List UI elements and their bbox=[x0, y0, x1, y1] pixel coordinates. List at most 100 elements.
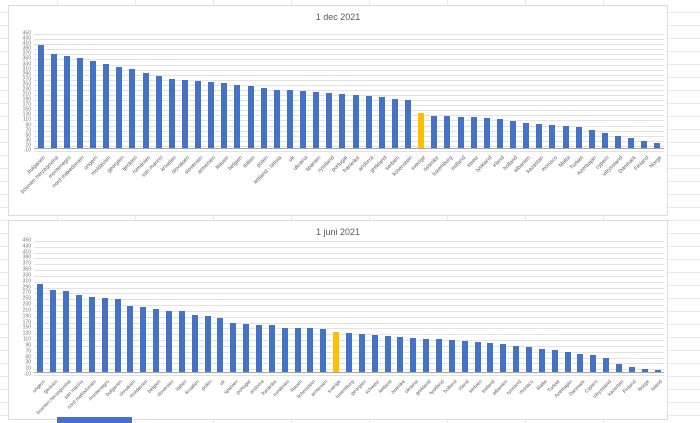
bar-armenien[interactable] bbox=[320, 328, 327, 373]
bar-slovenien[interactable] bbox=[166, 310, 172, 373]
bar-lettland-lattvia[interactable] bbox=[273, 89, 280, 149]
bar-tjeckien[interactable] bbox=[50, 290, 57, 373]
bar-Cypern[interactable] bbox=[590, 355, 597, 373]
bar-grekland[interactable] bbox=[378, 97, 385, 149]
bar-ungern[interactable] bbox=[37, 283, 44, 373]
bar-slovenien[interactable] bbox=[195, 81, 202, 149]
bar-Norge[interactable] bbox=[641, 368, 648, 373]
bar-ungern[interactable] bbox=[90, 60, 97, 149]
bar-albanien[interactable] bbox=[500, 344, 507, 373]
bar-holland[interactable] bbox=[510, 121, 517, 149]
bar-bosnien-herzegovina[interactable] bbox=[63, 291, 70, 373]
bar-holland[interactable] bbox=[448, 340, 455, 373]
bar-rumänien[interactable] bbox=[281, 327, 288, 373]
bar-georgien[interactable] bbox=[358, 334, 365, 373]
bar-uk[interactable] bbox=[217, 318, 224, 373]
bar-nord-makedonien[interactable] bbox=[88, 296, 95, 373]
bar-lichenstein[interactable] bbox=[405, 100, 412, 149]
bar-serbien[interactable] bbox=[474, 341, 481, 373]
bar-belgien[interactable] bbox=[234, 84, 241, 149]
bar-tyskland[interactable] bbox=[483, 117, 490, 149]
bar-Norge[interactable] bbox=[654, 143, 661, 149]
bar-kroatien[interactable] bbox=[168, 79, 175, 149]
bar-moldavien[interactable] bbox=[103, 63, 110, 149]
bar-Danmark[interactable] bbox=[577, 353, 584, 373]
bar-kazastan[interactable] bbox=[616, 363, 622, 373]
bar-ryssland[interactable] bbox=[326, 93, 333, 149]
bar-schweiz[interactable] bbox=[371, 334, 378, 373]
bar-österike[interactable] bbox=[397, 336, 404, 373]
bar-luxemburg[interactable] bbox=[444, 116, 451, 149]
bar-montenegro[interactable] bbox=[101, 298, 108, 373]
bar-albanien[interactable] bbox=[523, 122, 530, 149]
bar-Malta[interactable] bbox=[538, 348, 545, 373]
bar-estland[interactable] bbox=[457, 116, 464, 149]
bar-Turkiet[interactable] bbox=[551, 350, 558, 373]
bar-estland[interactable] bbox=[487, 342, 494, 373]
bar-polen[interactable] bbox=[204, 315, 211, 373]
bar-san-marino[interactable] bbox=[76, 295, 82, 373]
bar-uk[interactable] bbox=[286, 90, 293, 149]
chart-dec-2021[interactable]: 1 dec 2021 450 430 410 390 370 350 330 310 290 27… bbox=[8, 5, 668, 216]
bar-portugal[interactable] bbox=[339, 93, 346, 149]
bar-andorra[interactable] bbox=[365, 95, 372, 149]
bar-tjeckien[interactable] bbox=[129, 69, 136, 149]
bar-cypern[interactable] bbox=[601, 133, 608, 149]
bar-österike[interactable] bbox=[431, 116, 438, 149]
bar-bulgarien[interactable] bbox=[37, 45, 44, 149]
bar-monaco[interactable] bbox=[526, 347, 532, 373]
bar-slovakien[interactable] bbox=[181, 80, 188, 149]
bar-bosnien-herzegovina[interactable] bbox=[50, 53, 57, 149]
bar-monaco[interactable] bbox=[549, 124, 556, 149]
bar-Azerbajan[interactable] bbox=[564, 351, 571, 373]
bar-sverige[interactable] bbox=[333, 331, 340, 373]
bar-Turkiet[interactable] bbox=[575, 127, 582, 149]
bar-irland[interactable] bbox=[461, 340, 468, 373]
bar-serbien[interactable] bbox=[391, 98, 398, 149]
bar-kazastan[interactable] bbox=[536, 123, 543, 149]
bar-polen[interactable] bbox=[260, 88, 267, 149]
bar-ukraina[interactable] bbox=[300, 91, 307, 149]
bar-lettland[interactable] bbox=[384, 335, 391, 373]
bar-italien[interactable] bbox=[178, 311, 185, 373]
bar-Danmark[interactable] bbox=[628, 138, 635, 149]
bar-armenien[interactable] bbox=[208, 81, 215, 149]
bar-montenegro[interactable] bbox=[63, 56, 70, 149]
bar-spanien[interactable] bbox=[313, 92, 320, 149]
bar-litauen[interactable] bbox=[221, 83, 228, 149]
bar-ukraina[interactable] bbox=[410, 337, 417, 373]
bar-san-marino[interactable] bbox=[155, 76, 162, 149]
bar-ryssland[interactable] bbox=[513, 345, 520, 373]
bar-sweiz[interactable] bbox=[470, 117, 477, 149]
bar-italien[interactable] bbox=[247, 86, 254, 149]
bar-Azerbajan[interactable] bbox=[588, 130, 595, 149]
bar-vitryssland[interactable] bbox=[615, 135, 622, 149]
bar-frankrike[interactable] bbox=[352, 94, 359, 149]
bar-Finland[interactable] bbox=[628, 366, 635, 373]
bar-irland[interactable] bbox=[496, 118, 503, 149]
bar-belgien[interactable] bbox=[153, 309, 160, 373]
bar-frankrike[interactable] bbox=[268, 325, 275, 373]
gridline bbox=[34, 69, 664, 71]
bar-nord-makedonien[interactable] bbox=[76, 58, 83, 149]
bar-luxemburg[interactable] bbox=[346, 333, 352, 373]
bar-Island[interactable] bbox=[654, 369, 661, 373]
bar-andorra[interactable] bbox=[256, 324, 262, 373]
bar-moldavien[interactable] bbox=[140, 307, 147, 373]
bar-vitryssland[interactable] bbox=[603, 357, 610, 373]
bar-kroatien[interactable] bbox=[191, 314, 198, 373]
chart-juni-2021[interactable]: 1 juni 2021 450 430 410 390 370 350 330 310 290 2… bbox=[8, 220, 668, 420]
bar-lichenstein[interactable] bbox=[307, 328, 314, 373]
bar-tyskland[interactable] bbox=[436, 339, 442, 373]
bar-georgien[interactable] bbox=[116, 66, 123, 149]
bar-grekland[interactable] bbox=[423, 338, 430, 373]
bar-spanien[interactable] bbox=[230, 323, 237, 373]
bar-sverige[interactable] bbox=[418, 113, 425, 149]
bar-Malta[interactable] bbox=[562, 126, 569, 149]
bar-slovakien[interactable] bbox=[127, 306, 134, 373]
bar-litauen[interactable] bbox=[294, 328, 301, 373]
bar-portugal[interactable] bbox=[243, 324, 250, 373]
bar-rumänien[interactable] bbox=[142, 72, 149, 149]
bar-bulgarien[interactable] bbox=[114, 298, 121, 373]
bar-Finland[interactable] bbox=[641, 141, 648, 149]
